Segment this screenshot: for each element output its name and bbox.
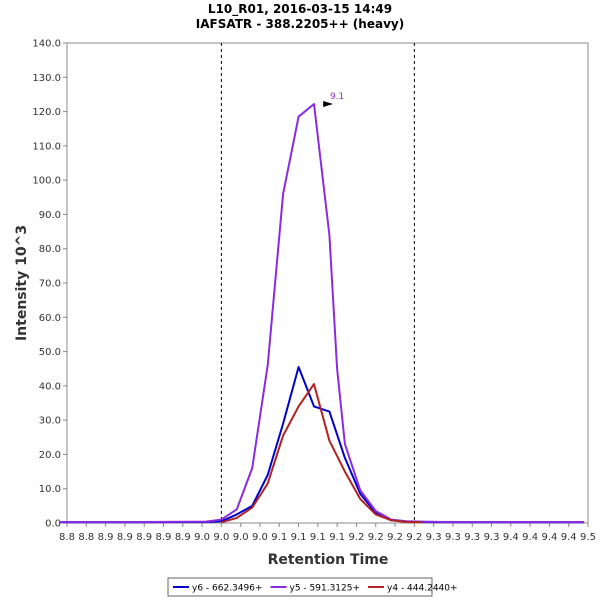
x-tick-label: 8.9 [98, 532, 114, 543]
x-tick-label: 9.4 [503, 532, 519, 543]
peak-arrow-icon [323, 101, 334, 108]
legend-label: y4 - 444.2440+ [387, 584, 458, 594]
x-tick-label: 8.9 [175, 532, 191, 543]
x-tick-label: 9.1 [291, 532, 307, 543]
x-tick-label: 9.0 [252, 532, 268, 543]
legend-box [167, 577, 433, 597]
x-tick-label: 9.2 [348, 532, 364, 543]
y-tick-label: 60.0 [39, 313, 61, 324]
x-tick-label: 9.2 [406, 532, 422, 543]
x-tick-label: 9.3 [464, 532, 480, 543]
chart-subtitle: IAFSATR - 388.2205++ (heavy) [196, 17, 404, 31]
x-tick-label: 9.4 [522, 532, 538, 543]
chart-title: L10_R01, 2016-03-15 14:49 [208, 2, 392, 17]
x-tick-label: 9.0 [194, 532, 210, 543]
y-tick-label: 110.0 [32, 141, 61, 152]
x-tick-label: 8.8 [78, 532, 94, 543]
legend: y6 - 662.3496+ y5 - 591.3125+ y4 - 444.244… [167, 577, 458, 597]
y-axis: 0.0 10.0 20.0 30.0 40.0 50.0 60.0 70.0 80.0 90.0 1… [32, 39, 67, 530]
y-tick-label: 100.0 [32, 176, 61, 187]
series-line [221, 383, 423, 524]
x-tick-label: 8.8 [59, 532, 75, 543]
series-group [59, 103, 585, 524]
y-tick-label: 90.0 [39, 210, 61, 221]
y-tick-label: 0.0 [45, 519, 61, 530]
y-tick-label: 70.0 [39, 279, 61, 290]
peak-annotations: 9.1 [323, 92, 344, 108]
y-tick-label: 30.0 [39, 416, 61, 427]
y-tick-label: 120.0 [32, 107, 61, 118]
x-tick-label: 9.3 [484, 532, 500, 543]
x-tick-label: 9.2 [387, 532, 403, 543]
y-tick-label: 80.0 [39, 244, 61, 255]
y-tick-label: 20.0 [39, 450, 61, 461]
x-tick-label: 9.1 [271, 532, 287, 543]
x-tick-label: 9.3 [426, 532, 442, 543]
x-axis: 8.8 8.8 8.9 8.9 8.9 8.9 8.9 9.0 9.0 9.0 9.0 9.1 9.1 9… [59, 523, 596, 543]
x-tick-label: 9.3 [445, 532, 461, 543]
plot-area [66, 42, 589, 524]
x-tick-label: 8.9 [136, 532, 152, 543]
y-tick-label: 50.0 [39, 347, 61, 358]
x-tick-label: 9.2 [368, 532, 384, 543]
x-tick-label: 8.9 [117, 532, 133, 543]
y-tick-label: 130.0 [32, 73, 61, 84]
x-tick-label: 9.4 [561, 532, 577, 543]
x-tick-label: 9.0 [233, 532, 249, 543]
x-axis-label: Retention Time [268, 552, 389, 568]
x-tick-label: 8.9 [156, 532, 172, 543]
y-tick-label: 40.0 [39, 381, 61, 392]
legend-label: y6 - 662.3496+ [192, 584, 263, 594]
x-tick-label: 9.1 [310, 532, 326, 543]
x-tick-label: 9.4 [541, 532, 557, 543]
legend-label: y5 - 591.3125+ [290, 584, 361, 594]
y-tick-label: 140.0 [32, 39, 61, 50]
x-tick-label: 9.5 [580, 532, 596, 543]
y-axis-label: Intensity 10^3 [14, 225, 30, 341]
x-tick-label: 9.1 [329, 532, 345, 543]
integration-bounds [220, 43, 415, 523]
peak-label: 9.1 [330, 92, 344, 102]
x-tick-label: 9.0 [213, 532, 229, 543]
y-tick-label: 10.0 [39, 484, 61, 495]
